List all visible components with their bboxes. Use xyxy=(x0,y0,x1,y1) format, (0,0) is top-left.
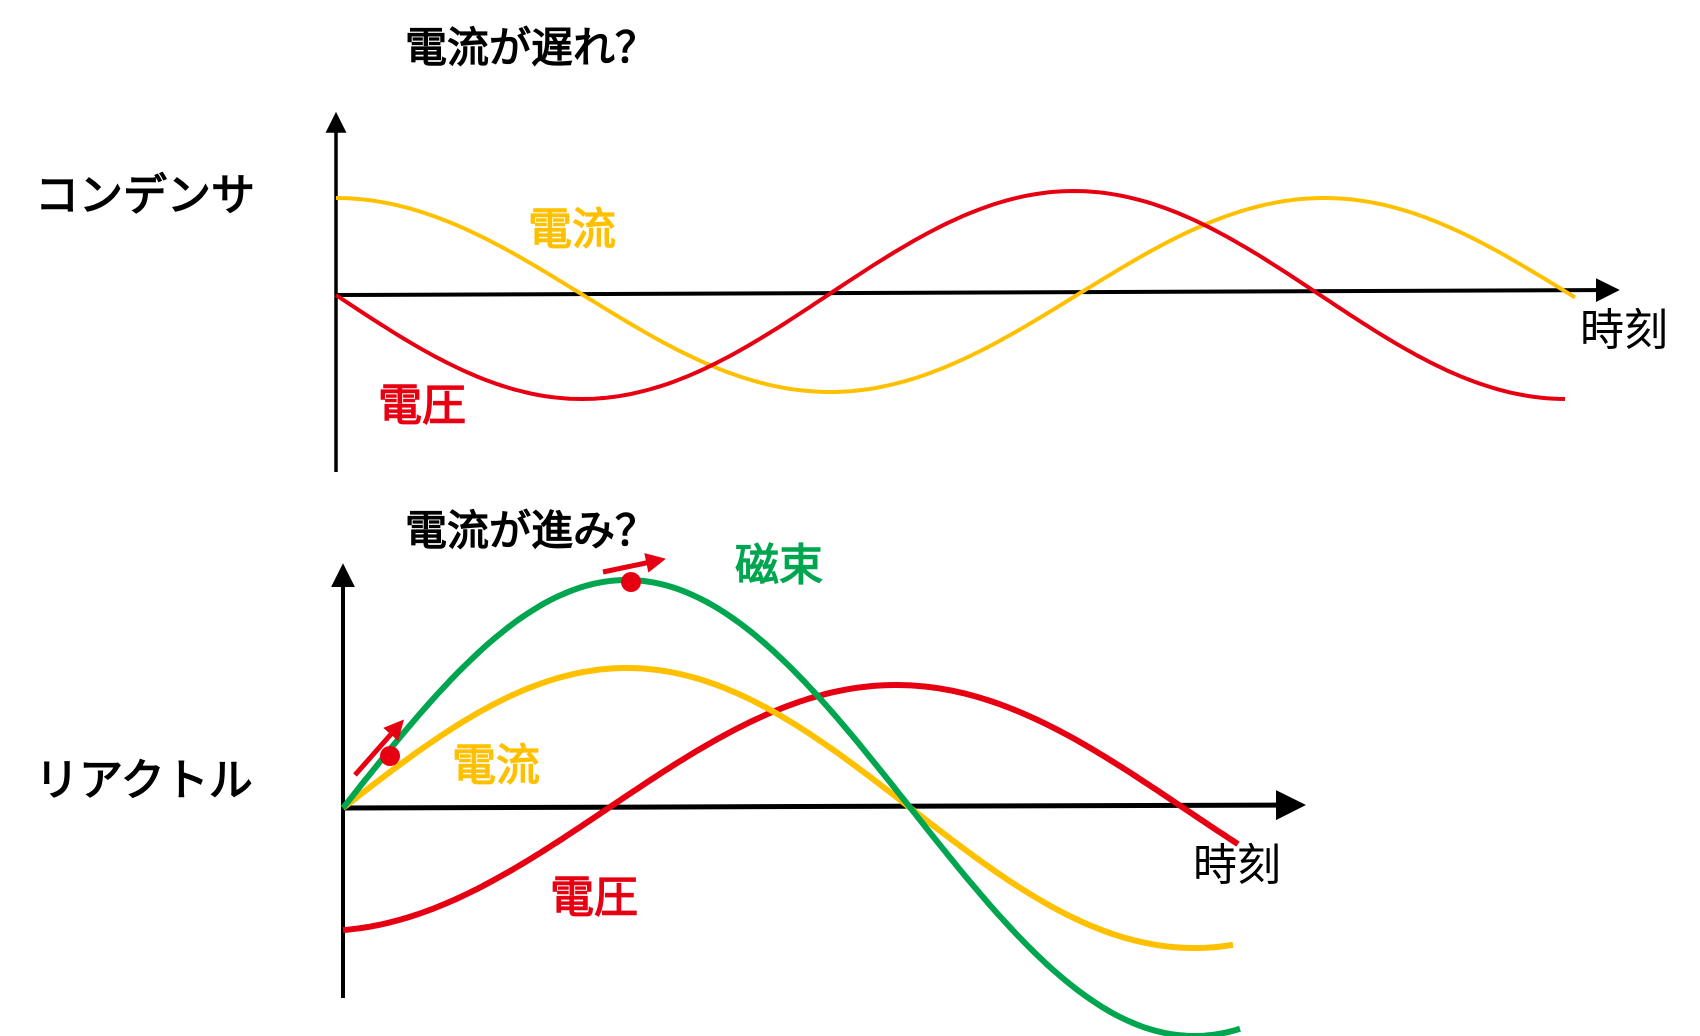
flux-point-start xyxy=(380,746,400,766)
capacitor-voltage-curve xyxy=(334,188,1566,402)
flux-slope-arrow-start xyxy=(353,719,404,777)
reactor-time-label: 時刻 xyxy=(1193,840,1281,891)
capacitor-name: コンデンサ xyxy=(35,170,255,221)
flux-point-peak xyxy=(621,572,641,592)
reactor-current-curve xyxy=(341,665,1234,951)
reactor-current-label: 電流 xyxy=(452,740,540,791)
reactor-panel: 電流が進み？ リアクトル 時刻 磁束 電流 電圧 xyxy=(35,506,1306,1036)
capacitor-time-axis xyxy=(335,278,1620,303)
capacitor-time-label: 時刻 xyxy=(1580,305,1668,356)
reactor-time-axis xyxy=(342,790,1306,821)
capacitor-panel: 電流が遅れ？ コンデンサ 時刻 電流 電圧 xyxy=(35,23,1668,472)
capacitor-title: 電流が遅れ？ xyxy=(405,23,657,72)
flux-slope-arrow-peak xyxy=(602,553,666,575)
reactor-title: 電流が進み？ xyxy=(405,506,657,555)
reactor-flux-label: 磁束 xyxy=(735,540,823,591)
capacitor-current-curve xyxy=(335,196,1577,394)
reactor-voltage-curve xyxy=(342,682,1240,934)
reactor-voltage-label: 電圧 xyxy=(550,872,638,923)
capacitor-current-label: 電流 xyxy=(528,204,616,255)
reactor-flux-curve xyxy=(340,577,1241,1036)
capacitor-voltage-label: 電圧 xyxy=(378,380,466,431)
reactor-name: リアクトル xyxy=(35,755,253,806)
